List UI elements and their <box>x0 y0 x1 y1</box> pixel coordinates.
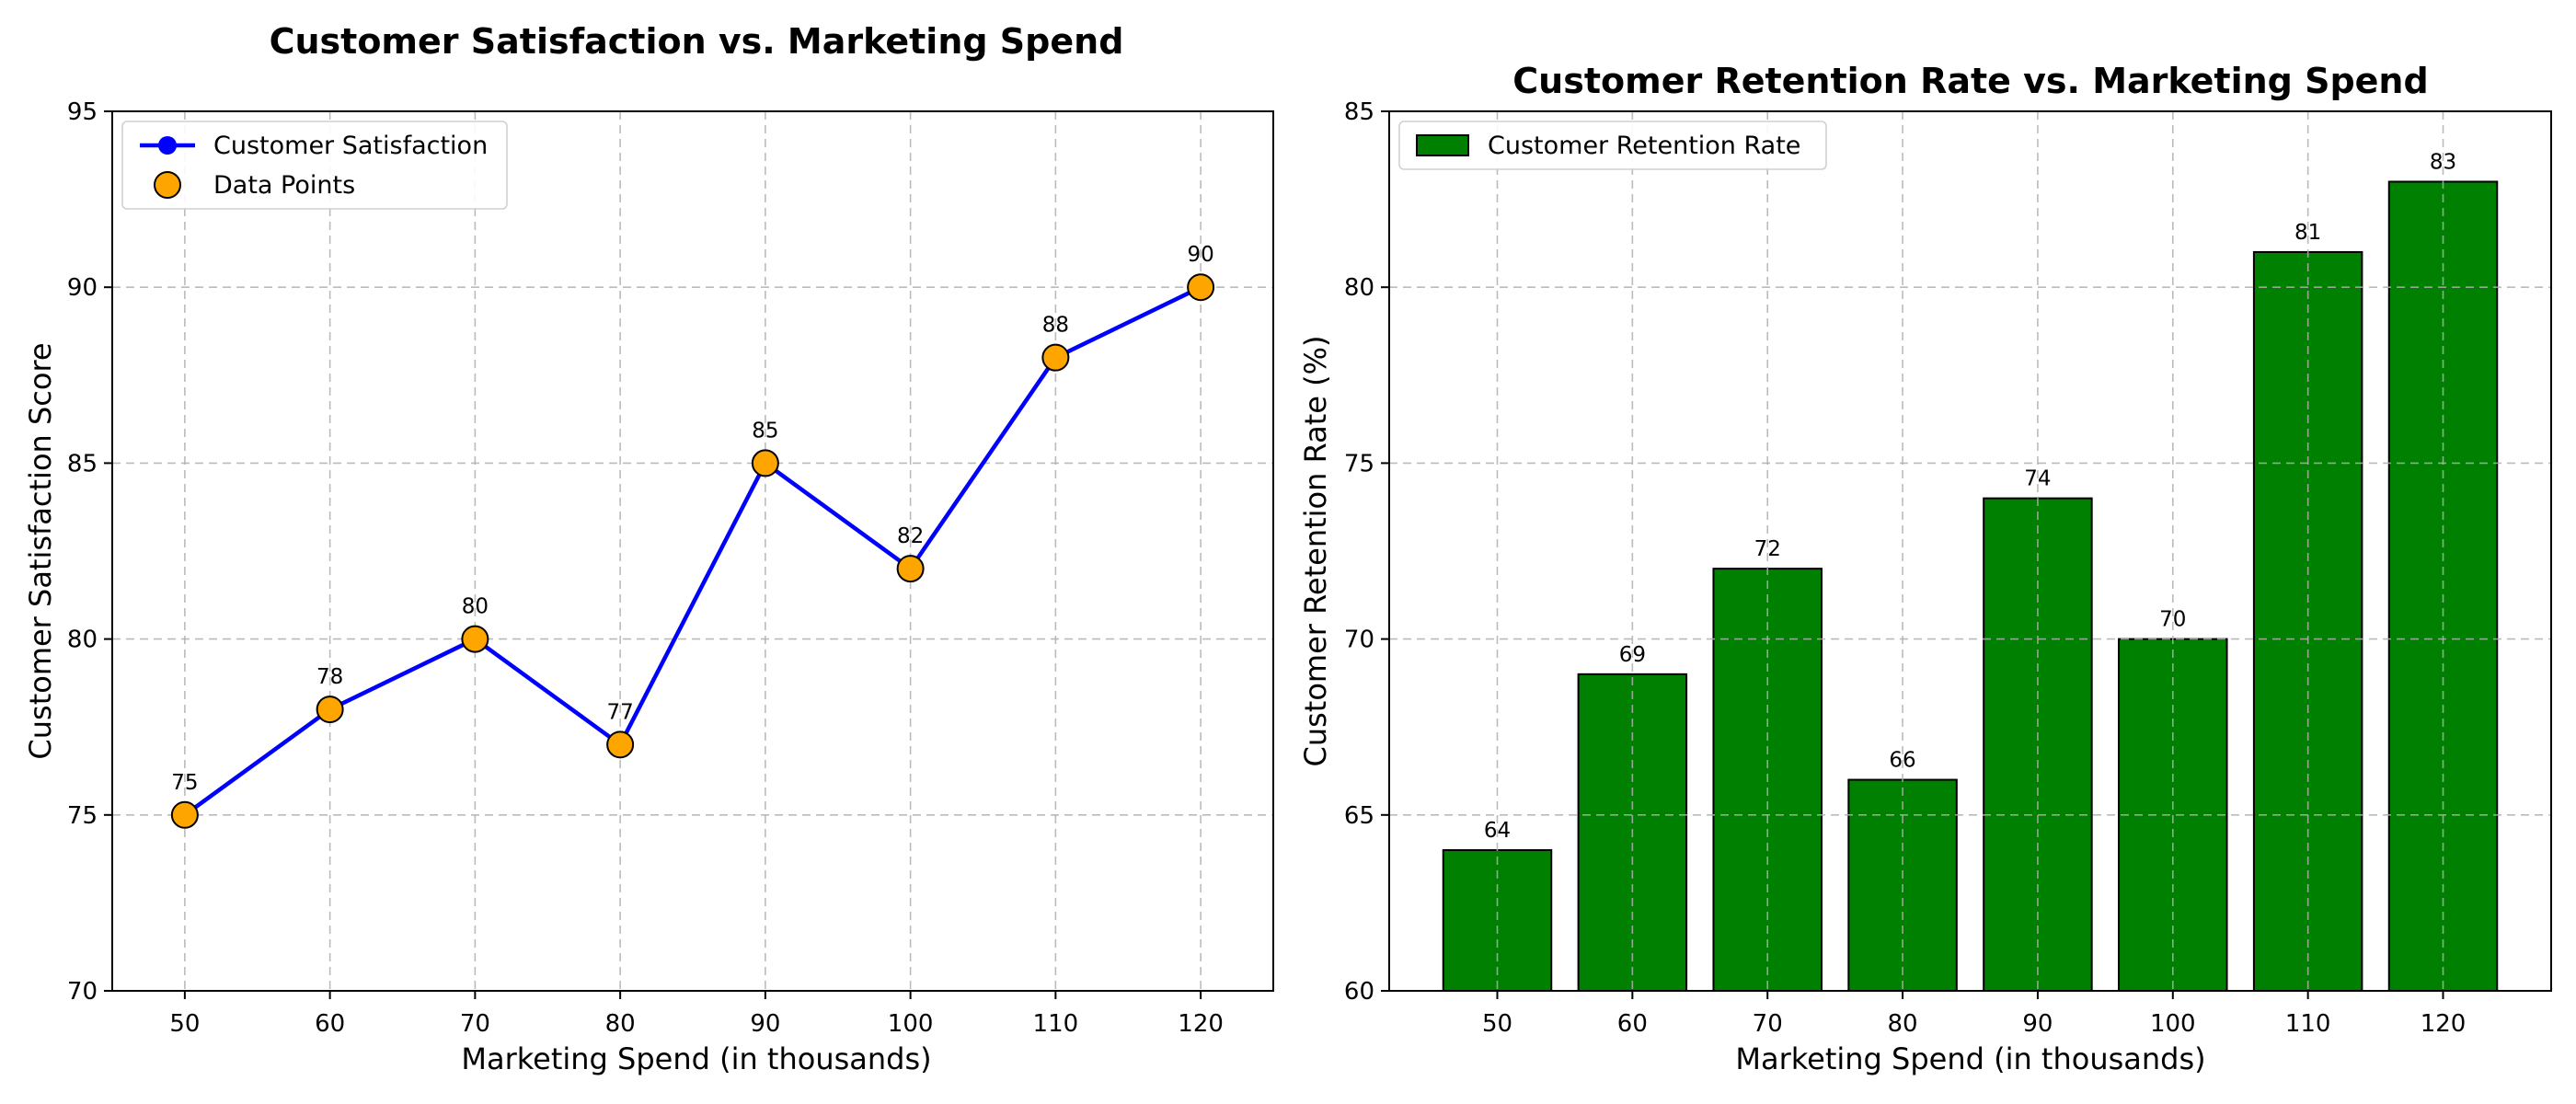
legend-series-customer-satisfaction: Customer Satisfaction <box>213 132 488 160</box>
right-x-tick-label: 120 <box>2421 1010 2467 1038</box>
right-y-tick-label: 85 <box>1344 98 1374 126</box>
legend-point-marker <box>154 171 181 199</box>
satisfaction-line <box>183 285 1202 817</box>
right-y-tick-label: 75 <box>1344 450 1374 477</box>
left-x-tick-label: 100 <box>888 1010 934 1038</box>
left-x-tick-label: 50 <box>169 1010 200 1038</box>
legend-series-data-points: Data Points <box>213 171 355 200</box>
right-x-tick-label: 90 <box>2022 1010 2053 1038</box>
data-point-marker <box>1187 273 1215 302</box>
left-y-tick-label: 95 <box>67 98 98 126</box>
data-point-marker <box>606 730 635 759</box>
right-x-tick-label: 100 <box>2150 1010 2196 1038</box>
data-point-label: 78 <box>316 665 343 689</box>
left-x-axis: 50 60 70 80 90 100 110 120 <box>169 991 1224 1038</box>
data-point-label: 82 <box>897 524 924 548</box>
right-legend: Customer Retention Rate <box>1398 121 1827 170</box>
right-y-tick-label: 70 <box>1344 627 1374 654</box>
right-y-tick-label: 80 <box>1344 274 1374 302</box>
right-x-tick-label: 70 <box>1753 1010 1783 1038</box>
data-point-marker <box>461 625 489 653</box>
left-legend: Customer Satisfaction Data Points <box>121 121 508 210</box>
left-chart-title: Customer Satisfaction vs. Marketing Spen… <box>270 21 1124 62</box>
left-y-tick-label: 70 <box>67 978 98 1006</box>
left-y-axis-label: Customer Satisfaction Score <box>23 342 58 759</box>
left-x-tick-label: 110 <box>1033 1010 1079 1038</box>
left-legend-frame <box>121 121 508 210</box>
left-x-tick-label: 70 <box>460 1010 490 1038</box>
left-y-tick-label: 75 <box>67 802 98 830</box>
right-x-axis: 50 60 70 80 90 100 110 120 <box>1482 991 2466 1038</box>
satisfaction-line-chart: Customer Satisfaction vs. Marketing Spen… <box>23 21 1274 1076</box>
left-y-tick-label: 90 <box>67 274 98 302</box>
left-x-axis-label: Marketing Spend (in thousands) <box>461 1041 931 1076</box>
retention-bar-chart: Customer Retention Rate vs. Marketing Sp… <box>1298 61 2552 1076</box>
data-point-label: 75 <box>171 771 198 795</box>
data-point-label: 85 <box>752 419 778 443</box>
right-x-tick-label: 110 <box>2285 1010 2331 1038</box>
right-chart-title: Customer Retention Rate vs. Marketing Sp… <box>1512 61 2428 101</box>
left-x-tick-label: 120 <box>1178 1010 1224 1038</box>
right-x-tick-label: 80 <box>1888 1010 1918 1038</box>
legend-bar-swatch <box>1416 134 1469 156</box>
data-point-label: 88 <box>1042 314 1069 338</box>
right-y-tick-label: 60 <box>1344 978 1374 1006</box>
data-point-label: 80 <box>462 595 489 619</box>
left-x-tick-label: 90 <box>750 1010 780 1038</box>
data-point-marker <box>896 555 925 583</box>
data-point-marker <box>751 449 779 477</box>
data-point-label: 90 <box>1187 243 1213 267</box>
left-axes-frame <box>111 110 1274 992</box>
data-point-marker <box>1041 343 1070 372</box>
left-y-axis: 70 75 80 85 90 95 <box>67 98 112 1006</box>
data-point-marker <box>170 800 199 829</box>
legend-series-customer-retention-rate: Customer Retention Rate <box>1488 132 1800 160</box>
right-x-axis-label: Marketing Spend (in thousands) <box>1735 1041 2205 1076</box>
right-y-axis: 60 65 70 75 80 85 <box>1344 98 1389 1006</box>
left-plot-area: 75 78 80 77 85 82 88 90 <box>170 243 1215 829</box>
right-legend-frame <box>1398 121 1827 170</box>
data-point-marker <box>316 696 344 724</box>
right-y-tick-label: 65 <box>1344 802 1374 830</box>
left-x-tick-label: 80 <box>605 1010 636 1038</box>
left-y-tick-label: 80 <box>67 627 98 654</box>
right-x-tick-label: 50 <box>1482 1010 1512 1038</box>
left-y-tick-label: 85 <box>67 450 98 477</box>
legend-line-marker <box>158 136 177 155</box>
right-x-tick-label: 60 <box>1617 1010 1648 1038</box>
right-y-axis-label: Customer Retention Rate (%) <box>1298 336 1333 767</box>
left-x-tick-label: 60 <box>315 1010 345 1038</box>
right-axes-frame <box>1388 110 2552 992</box>
data-point-label: 77 <box>606 700 633 724</box>
